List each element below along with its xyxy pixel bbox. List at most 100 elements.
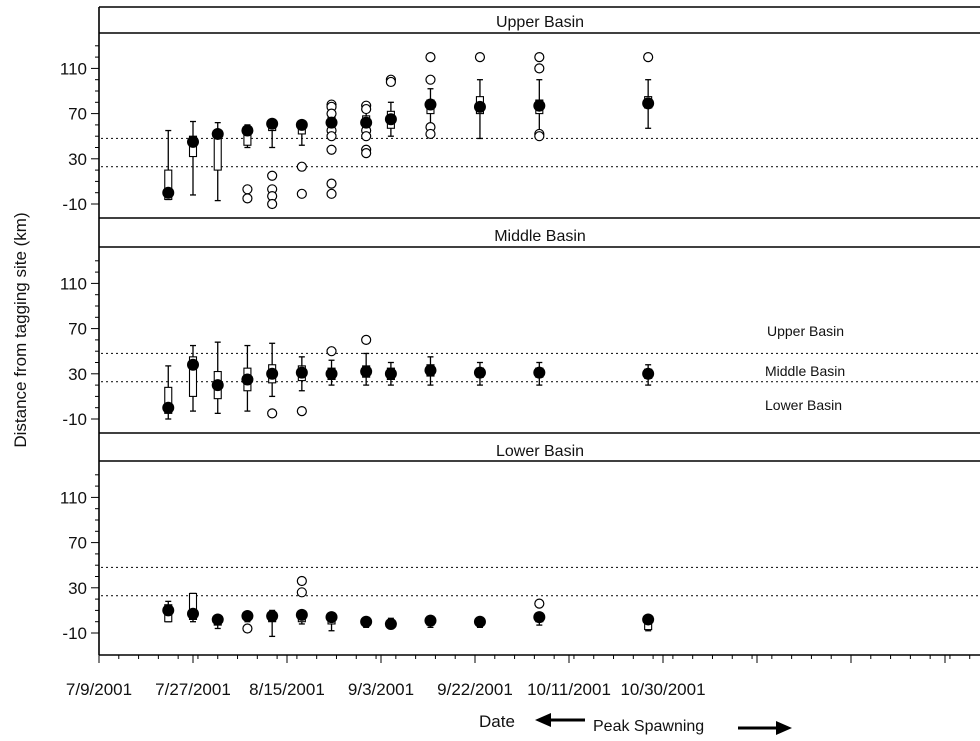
y-tick-label: 70 <box>68 320 87 339</box>
boxplot <box>533 598 546 626</box>
median-point <box>187 135 199 148</box>
boxplot <box>533 51 546 142</box>
boxplot <box>424 51 437 140</box>
outlier-point <box>242 184 253 195</box>
boxplot <box>241 344 254 412</box>
median-point <box>384 367 397 380</box>
boxplot <box>187 344 199 412</box>
boxplot <box>360 615 373 628</box>
median-point <box>325 611 338 624</box>
median-point <box>187 607 199 620</box>
outlier-point <box>267 408 278 419</box>
median-point <box>384 113 397 126</box>
boxplot <box>473 51 486 140</box>
median-point <box>642 367 655 380</box>
boxplot <box>325 611 338 632</box>
outlier-point <box>326 188 337 199</box>
median-point <box>162 186 175 199</box>
median-point <box>295 366 308 379</box>
x-tick-label: 10/30/2001 <box>620 680 705 699</box>
outlier-point <box>296 188 307 199</box>
boxplot <box>162 600 175 623</box>
median-point <box>473 366 486 379</box>
boxplot <box>360 334 373 386</box>
median-point <box>533 366 546 379</box>
outlier-point <box>326 346 337 357</box>
outlier-point <box>242 623 253 634</box>
outlier-point <box>361 103 372 115</box>
x-tick-label: 10/11/2001 <box>527 680 611 699</box>
y-tick-label: 70 <box>68 105 87 124</box>
outlier-point <box>267 170 278 181</box>
panels-layer: Upper Basin -10 30 70 110 Middle Basin -10 30 70… <box>60 6 980 643</box>
outlier-point <box>296 575 307 587</box>
median-point <box>533 99 546 112</box>
median-point <box>360 365 373 378</box>
y-tick-label: 30 <box>68 365 87 384</box>
x-tick-label: 7/9/2001 <box>66 680 132 699</box>
y-tick-label: -10 <box>62 624 87 643</box>
median-point <box>533 611 546 624</box>
median-point <box>162 604 175 617</box>
y-tick-label: 30 <box>68 579 87 598</box>
reference-label-upper: Upper Basin <box>767 323 844 339</box>
boxplot <box>642 51 655 129</box>
iqr-box <box>164 169 173 201</box>
x-tick-label: 8/15/2001 <box>249 680 325 699</box>
x-axis-label: Date <box>479 712 515 731</box>
median-point <box>266 367 279 380</box>
boxplot <box>384 74 397 137</box>
reference-label-lower: Lower Basin <box>765 397 842 413</box>
panel-upper-basin: Upper Basin -10 30 70 110 <box>60 6 980 214</box>
boxplot <box>533 361 546 386</box>
x-tick-label: 9/3/2001 <box>348 680 414 699</box>
median-point <box>473 100 486 113</box>
median-point <box>211 613 224 626</box>
outlier-point <box>361 334 372 345</box>
median-point <box>360 116 373 129</box>
boxplot <box>424 356 437 386</box>
median-point <box>360 615 373 628</box>
y-tick-label: 30 <box>68 150 87 169</box>
outlier-point <box>385 76 396 88</box>
boxplot <box>642 613 655 632</box>
outlier-point <box>296 405 307 417</box>
boxplot <box>187 120 199 196</box>
boxplot <box>266 117 279 210</box>
median-point <box>241 610 254 623</box>
arrow-right-head-icon <box>776 721 792 735</box>
x-tick-label: 7/27/2001 <box>155 680 231 699</box>
iqr-box <box>188 356 198 397</box>
peak-spawning-annotation: Peak Spawning <box>535 713 792 735</box>
axes-layer: 7/9/2001 7/27/2001 8/15/2001 9/3/2001 9/22/2… <box>66 7 980 699</box>
median-point <box>642 97 655 110</box>
boxplot <box>295 118 308 199</box>
median-point <box>325 116 338 129</box>
median-point <box>295 608 308 621</box>
outlier-point <box>474 51 486 63</box>
boxplot <box>295 575 308 625</box>
panel-title: Middle Basin <box>494 228 586 245</box>
boxplot <box>325 346 338 386</box>
outlier-point <box>534 131 545 142</box>
outlier-point <box>361 131 372 142</box>
median-point <box>424 98 437 111</box>
boxplot <box>473 361 486 386</box>
panel-lower-basin: Lower Basin -10 30 70 110 <box>60 432 980 643</box>
outlier-point <box>425 74 436 85</box>
x-tick-label: 9/22/2001 <box>437 680 513 699</box>
boxplot <box>187 592 199 623</box>
boxplot <box>325 99 338 199</box>
outlier-point <box>326 131 337 142</box>
outlier-point <box>534 63 545 74</box>
median-point <box>384 617 397 630</box>
median-point <box>295 118 308 131</box>
outlier-point <box>296 587 307 598</box>
y-tick-label: 70 <box>68 534 87 553</box>
median-point <box>241 124 254 137</box>
y-axis-label: Distance from tagging site (km) <box>11 212 30 447</box>
panel-middle-basin: Middle Basin -10 30 70 110 <box>60 217 980 429</box>
y-tick-label: 110 <box>60 274 87 293</box>
median-point <box>211 379 224 392</box>
median-point <box>325 367 338 380</box>
